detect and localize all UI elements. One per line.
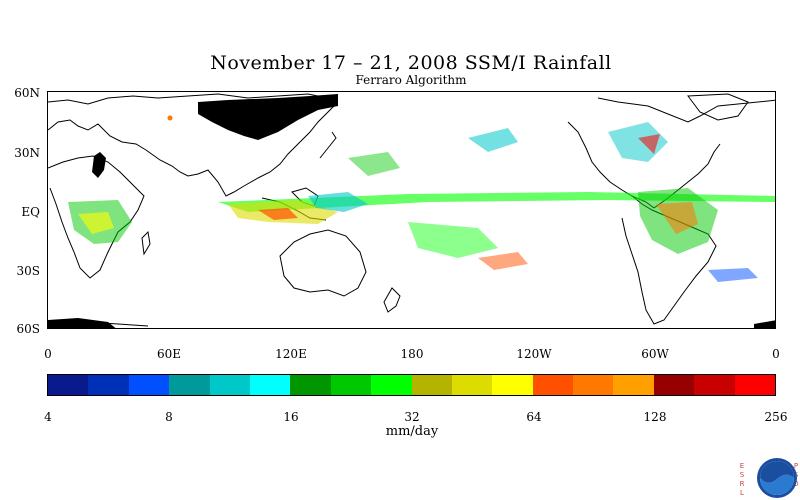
colorbar-swatch xyxy=(169,375,210,395)
colorbar-label: 16 xyxy=(283,410,299,424)
colorbar-swatch xyxy=(694,375,735,395)
colorbar-swatch xyxy=(371,375,412,395)
colorbar-swatch xyxy=(209,375,250,395)
colorbar-label: 64 xyxy=(526,410,542,424)
colorbar-swatch xyxy=(532,375,574,395)
colorbar-swatch xyxy=(653,375,695,395)
lon-label-120w: 120W xyxy=(516,347,552,361)
colorbar xyxy=(47,374,776,396)
rainfall-map xyxy=(47,91,776,329)
lon-label-180: 180 xyxy=(400,347,424,361)
colorbar-label: 128 xyxy=(643,410,667,424)
lat-label-60n: 60N xyxy=(14,86,40,100)
esrl-letters: E S R L xyxy=(739,462,745,497)
map-title: November 17 – 21, 2008 SSM/I Rainfall xyxy=(210,52,612,74)
colorbar-swatch xyxy=(48,375,89,395)
lat-label-eq: EQ xyxy=(21,205,40,219)
lon-label-0-end: 0 xyxy=(772,347,780,361)
lat-label-60s: 60S xyxy=(16,322,41,336)
colorbar-label: 256 xyxy=(764,410,788,424)
colorbar-swatch xyxy=(613,375,654,395)
colorbar-label: 32 xyxy=(404,410,420,424)
map-subtitle: Ferraro Algorithm xyxy=(355,73,467,87)
lon-label-60w: 60W xyxy=(641,347,669,361)
no-data-areas xyxy=(48,94,775,328)
colorbar-swatch xyxy=(411,375,452,395)
colorbar-swatch xyxy=(290,375,331,395)
noaa-logo-icon xyxy=(757,458,797,498)
lon-label-120e: 120E xyxy=(275,347,307,361)
colorbar-swatch xyxy=(573,375,614,395)
colorbar-swatch xyxy=(734,375,776,395)
lon-label-60e: 60E xyxy=(156,347,182,361)
rain-dot xyxy=(167,115,173,121)
rainfall-patches xyxy=(68,122,775,282)
map-canvas xyxy=(48,93,775,328)
colorbar-swatch xyxy=(88,375,129,395)
lon-label-0: 0 xyxy=(44,347,52,361)
colorbar-swatch xyxy=(330,375,372,395)
colorbar-swatch xyxy=(128,375,170,395)
lat-label-30s: 30S xyxy=(16,264,41,278)
colorbar-label: 8 xyxy=(165,410,173,424)
colorbar-swatch xyxy=(492,375,533,395)
colorbar-swatch xyxy=(451,375,493,395)
lat-label-30n: 30N xyxy=(14,146,40,160)
colorbar-units: mm/day xyxy=(385,424,439,439)
colorbar-label: 4 xyxy=(44,410,52,424)
colorbar-swatch xyxy=(249,375,291,395)
